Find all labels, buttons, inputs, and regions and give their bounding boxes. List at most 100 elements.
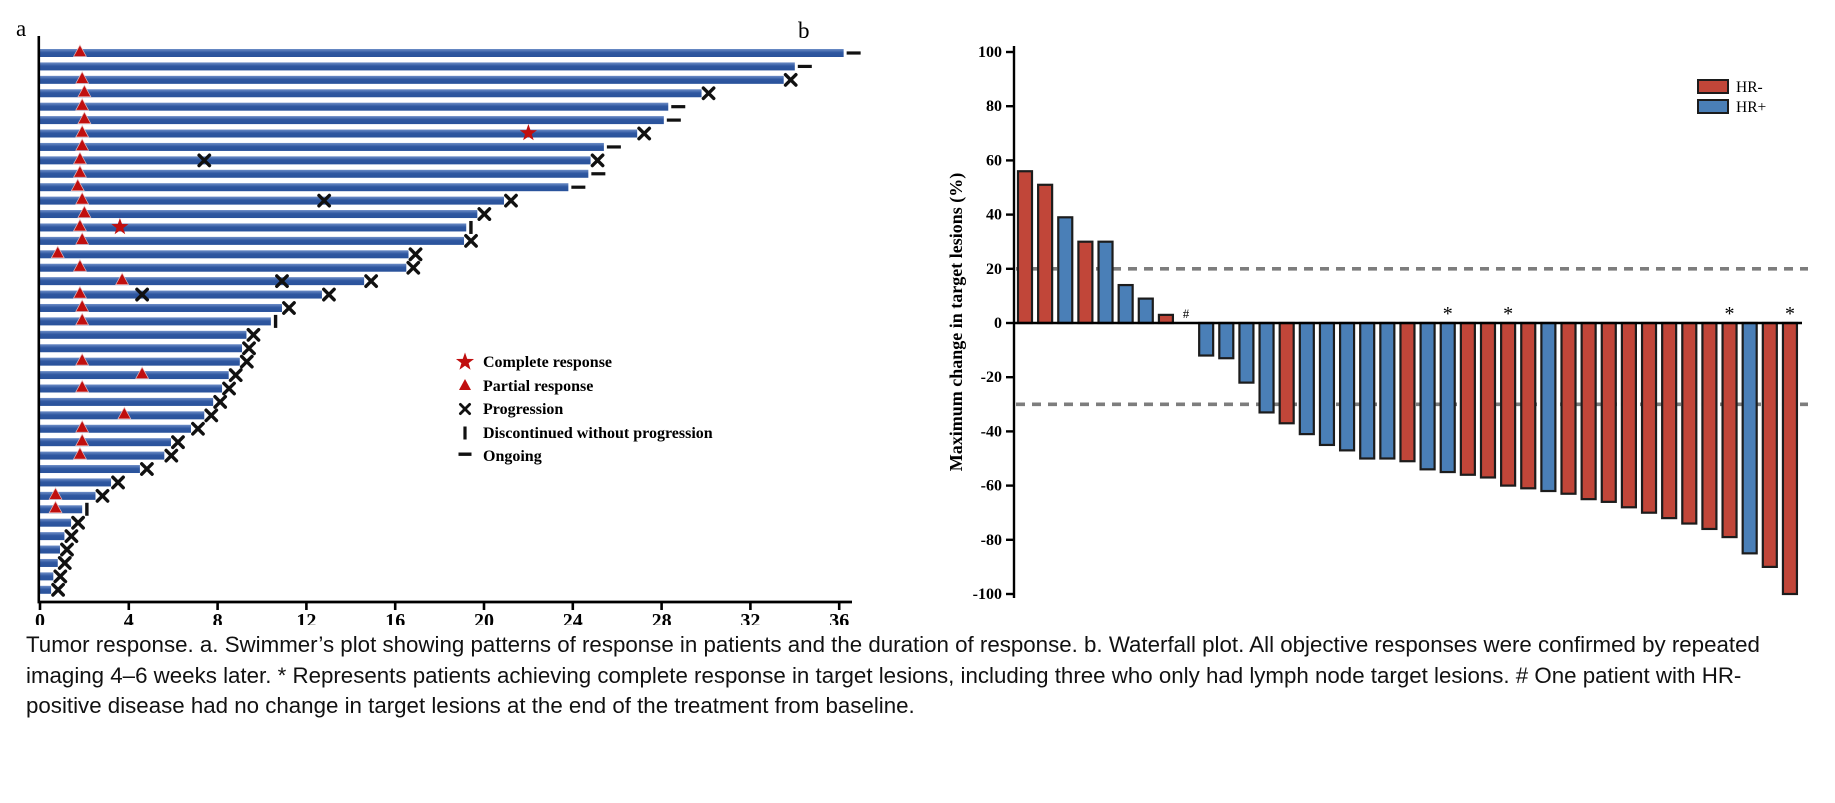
partial-response-triangle bbox=[117, 406, 132, 420]
partial-response-triangle bbox=[75, 138, 90, 151]
waterfall-bar-group bbox=[1379, 321, 1396, 460]
panel-a-tick-label: 0 bbox=[35, 610, 45, 625]
waterfall-bar-group bbox=[1661, 321, 1678, 520]
discontinued-bar-marker bbox=[85, 502, 89, 516]
waterfall-bar bbox=[1117, 283, 1134, 325]
swimmer-bar bbox=[40, 330, 247, 339]
panel-a-tick-label: 36 bbox=[829, 610, 849, 625]
progression-x-marker bbox=[477, 207, 492, 221]
progression-x-marker bbox=[71, 515, 85, 530]
swimmer-bar bbox=[40, 491, 96, 500]
figure-caption: Tumor response. a. Swimmer’s plot showin… bbox=[26, 632, 1760, 719]
swimmer-bar bbox=[40, 505, 83, 514]
swimmer-bar bbox=[40, 572, 54, 581]
panel-b-tick-label: 80 bbox=[986, 98, 1002, 115]
swimmer-row bbox=[40, 259, 421, 275]
waterfall-bar-group bbox=[1338, 321, 1356, 452]
progression-x-marker bbox=[60, 542, 74, 557]
panel-a-tick-label: 12 bbox=[296, 610, 316, 625]
ongoing-dash-marker bbox=[606, 145, 621, 149]
waterfall-bar bbox=[1520, 321, 1537, 490]
waterfall-bar bbox=[1016, 170, 1034, 325]
no-change-hash-marker: # bbox=[1183, 306, 1190, 321]
panel-b-tick-label: 40 bbox=[986, 207, 1002, 224]
waterfall-bar-group: # bbox=[1183, 306, 1190, 321]
swimmer-row bbox=[40, 299, 296, 315]
swimmer-bar bbox=[40, 438, 171, 447]
progression-x-marker bbox=[504, 193, 518, 208]
partial-response-triangle bbox=[50, 245, 65, 259]
waterfall-bar-group bbox=[1741, 321, 1758, 555]
swimmer-bar bbox=[40, 344, 243, 353]
waterfall-bar bbox=[1198, 321, 1215, 357]
swimmer-row bbox=[40, 124, 652, 141]
partial-response-triangle bbox=[77, 205, 92, 218]
progression-x-marker bbox=[458, 402, 472, 416]
swimmer-bar bbox=[40, 183, 569, 192]
waterfall-bar-group bbox=[1318, 321, 1336, 447]
progression-x-marker bbox=[222, 381, 236, 396]
swimmer-row bbox=[40, 569, 68, 584]
panel-b-tick-label: -20 bbox=[981, 369, 1002, 386]
waterfall-bar-group bbox=[1117, 283, 1134, 325]
ongoing-dash-marker bbox=[846, 51, 861, 55]
waterfall-bar bbox=[1761, 321, 1778, 568]
waterfall-bar bbox=[1278, 321, 1295, 425]
waterfall-bar-group bbox=[1218, 321, 1235, 360]
waterfall-bar-group bbox=[1399, 321, 1416, 463]
swimmer-row bbox=[40, 529, 79, 544]
waterfall-bar-group bbox=[1198, 321, 1215, 357]
swimmer-row bbox=[40, 500, 89, 516]
swimmer-bar bbox=[40, 585, 52, 594]
partial-response-triangle bbox=[75, 299, 90, 312]
partial-response-triangle bbox=[75, 124, 90, 138]
progression-x-marker bbox=[204, 408, 219, 423]
swimmer-row bbox=[40, 191, 518, 208]
waterfall-bar bbox=[1741, 321, 1758, 555]
hr-negative-swatch bbox=[1697, 79, 1729, 94]
partial-response-triangle bbox=[72, 446, 87, 460]
swimmer-row bbox=[40, 515, 85, 530]
complete-response-star bbox=[519, 124, 537, 141]
discontinued-bar-marker bbox=[273, 314, 278, 328]
panel-b-tick-label: 0 bbox=[994, 315, 1002, 332]
ongoing-dash-icon bbox=[458, 452, 472, 456]
waterfall-bar-group bbox=[1479, 321, 1497, 479]
waterfall-bar-group bbox=[1258, 321, 1275, 414]
progression-x-marker bbox=[275, 274, 289, 289]
waterfall-bar-group bbox=[1016, 170, 1034, 325]
swimmer-bar bbox=[40, 102, 669, 111]
legend-item: Progression bbox=[458, 401, 563, 418]
partial-response-triangle bbox=[75, 352, 90, 366]
progression-x-marker bbox=[406, 260, 421, 275]
swimmer-row bbox=[40, 44, 861, 57]
progression-x-marker bbox=[590, 153, 605, 168]
partial-response-triangle bbox=[70, 178, 85, 192]
legend-item: Ongoing bbox=[458, 448, 542, 465]
waterfall-bar-group bbox=[1640, 321, 1658, 514]
swimmer-row bbox=[40, 97, 686, 111]
swimmer-bar bbox=[40, 196, 504, 205]
partial-response-triangle bbox=[135, 366, 150, 379]
legend-item-label: Complete response bbox=[483, 354, 612, 371]
progression-x-marker bbox=[197, 153, 212, 168]
swimmer-bar bbox=[40, 89, 702, 98]
waterfall-bar bbox=[1379, 321, 1396, 460]
waterfall-bar bbox=[1620, 321, 1638, 509]
swimmer-row bbox=[40, 111, 681, 125]
waterfall-bar bbox=[1057, 216, 1074, 325]
waterfall-bar-group bbox=[1057, 216, 1074, 325]
panel-a-tick-label: 28 bbox=[652, 610, 672, 625]
partial-response-triangle bbox=[48, 500, 63, 514]
progression-x-marker bbox=[364, 274, 379, 289]
swimmer-row bbox=[40, 272, 379, 289]
swimmer-row bbox=[40, 487, 110, 503]
panel-b-label: b bbox=[798, 18, 810, 43]
panel-b-tick-label: -40 bbox=[981, 423, 1002, 440]
hr-positive-swatch bbox=[1697, 99, 1729, 114]
swimmer-row bbox=[40, 542, 74, 557]
waterfall-bar bbox=[1298, 321, 1315, 436]
swimmer-row bbox=[40, 366, 243, 382]
waterfall-bar bbox=[1721, 321, 1738, 539]
legend-item-label: HR- bbox=[1736, 79, 1763, 96]
